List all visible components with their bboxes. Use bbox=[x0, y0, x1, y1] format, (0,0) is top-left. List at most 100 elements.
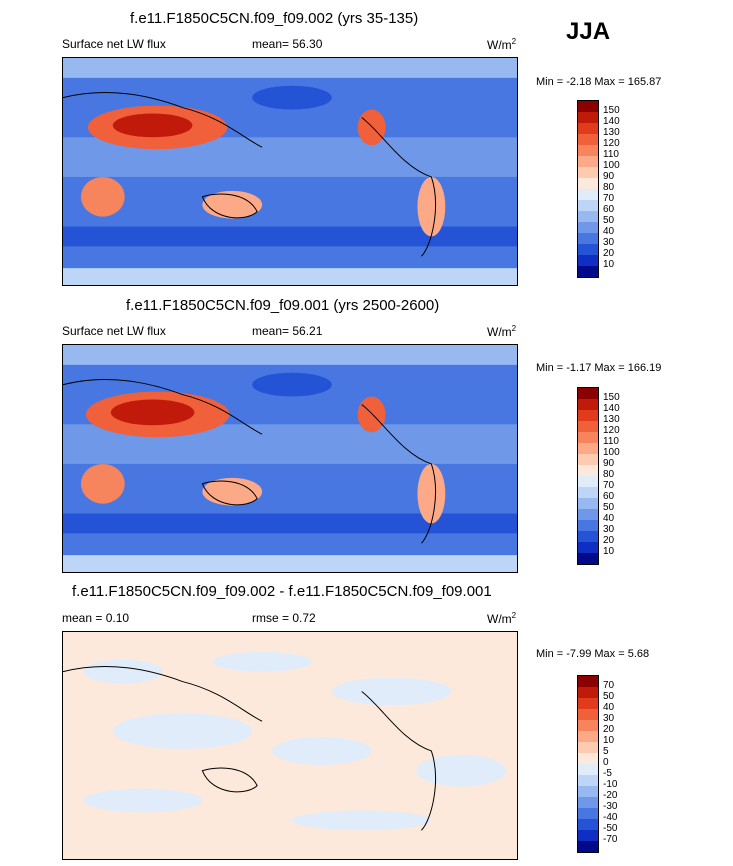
panel-3-units: W/m2 bbox=[487, 611, 517, 626]
colorbar-2-swatch bbox=[578, 542, 598, 553]
colorbar-1-label: 130 bbox=[603, 127, 620, 138]
colorbar-3-label: -30 bbox=[603, 801, 618, 812]
colorbar-1-swatch bbox=[578, 123, 598, 134]
panel-3-minmax: Min = -7.99 Max = 5.68 bbox=[536, 648, 650, 660]
colorbar-3-label: 20 bbox=[603, 724, 615, 735]
panel-1-variable: Surface net LW flux bbox=[62, 37, 166, 51]
colorbar-1-swatch bbox=[578, 211, 598, 222]
colorbar-2-label: 20 bbox=[603, 535, 615, 546]
colorbar-1-label: 40 bbox=[603, 226, 615, 237]
panel-1-title: f.e11.F1850C5CN.f09_f09.002 (yrs 35-135) bbox=[130, 10, 419, 27]
colorbar-2-swatch bbox=[578, 421, 598, 432]
colorbar-1-swatch bbox=[578, 255, 598, 266]
colorbar-1-label: 150 bbox=[603, 105, 620, 116]
colorbar-3-swatch bbox=[578, 841, 598, 852]
colorbar-2-label: 10 bbox=[603, 546, 615, 557]
colorbar-1-swatch bbox=[578, 178, 598, 189]
colorbar-2-swatch bbox=[578, 498, 598, 509]
panel-1-mean: mean= 56.30 bbox=[252, 37, 323, 51]
panel-2-map bbox=[62, 344, 518, 573]
colorbar-1-label: 50 bbox=[603, 215, 615, 226]
colorbar-2-swatch bbox=[578, 388, 598, 399]
colorbar-1-label: 20 bbox=[603, 248, 615, 259]
colorbar-1-swatch bbox=[578, 200, 598, 211]
colorbar-3-swatch bbox=[578, 830, 598, 841]
colorbar-3-swatch bbox=[578, 775, 598, 786]
colorbar-1-label: 110 bbox=[603, 149, 619, 160]
colorbar-3-swatch bbox=[578, 709, 598, 720]
colorbar-2-label: 40 bbox=[603, 513, 615, 524]
colorbar-3-swatch bbox=[578, 764, 598, 775]
colorbar-3-swatch bbox=[578, 731, 598, 742]
colorbar-1-label: 70 bbox=[603, 193, 615, 204]
panel-1-units: W/m2 bbox=[487, 37, 517, 52]
panel-1-map bbox=[62, 57, 518, 286]
colorbar-3-swatch bbox=[578, 797, 598, 808]
colorbar-2-swatch bbox=[578, 531, 598, 542]
colorbar-1-swatch bbox=[578, 156, 598, 167]
colorbar-2-swatch bbox=[578, 476, 598, 487]
colorbar-1-swatch bbox=[578, 244, 598, 255]
panel-2-colorbar: 150 140 130 120 110 100 90 80 70 60 50 40 30 20 10 bbox=[577, 387, 620, 565]
colorbar-3-label: 40 bbox=[603, 702, 615, 713]
colorbar-1-label: 80 bbox=[603, 182, 615, 193]
colorbar-1-label: 10 bbox=[603, 259, 615, 270]
colorbar-1-swatch bbox=[578, 134, 598, 145]
colorbar-3-swatch bbox=[578, 808, 598, 819]
colorbar-1-label: 60 bbox=[603, 204, 615, 215]
colorbar-2-swatch bbox=[578, 487, 598, 498]
colorbar-2-label: 100 bbox=[603, 447, 620, 458]
panel-3-mean: mean = 0.10 bbox=[62, 611, 130, 625]
colorbar-2-label: 150 bbox=[603, 392, 620, 403]
colorbar-3-swatch bbox=[578, 742, 598, 753]
colorbar-3-label: -10 bbox=[603, 779, 618, 790]
season-label: JJA bbox=[566, 18, 611, 45]
colorbar-2-label: 140 bbox=[603, 403, 620, 414]
colorbar-3-swatch bbox=[578, 819, 598, 830]
colorbar-1-swatch bbox=[578, 222, 598, 233]
colorbar-3-label: 30 bbox=[603, 713, 615, 724]
colorbar-3-label: -50 bbox=[603, 823, 618, 834]
colorbar-3-swatch bbox=[578, 687, 598, 698]
panel-1-colorbar: 150 140 130 120 110 100 90 80 70 60 50 40 30 20 10 bbox=[577, 100, 620, 278]
panel-2-mean: mean= 56.21 bbox=[252, 324, 323, 338]
colorbar-2-label: 50 bbox=[603, 502, 615, 513]
panel-3-rmse: rmse = 0.72 bbox=[252, 611, 316, 625]
panel-2-variable: Surface net LW flux bbox=[62, 324, 166, 338]
colorbar-2-label: 60 bbox=[603, 491, 615, 502]
colorbar-3-label: -70 bbox=[603, 834, 618, 845]
colorbar-3-label: -20 bbox=[603, 790, 618, 801]
colorbar-2-label: 30 bbox=[603, 524, 615, 535]
colorbar-1-swatch bbox=[578, 266, 598, 277]
colorbar-3-label: 50 bbox=[603, 691, 615, 702]
colorbar-2-swatch bbox=[578, 454, 598, 465]
panel-1-minmax: Min = -2.18 Max = 165.87 bbox=[536, 76, 662, 88]
colorbar-3-swatch bbox=[578, 720, 598, 731]
colorbar-1-swatch bbox=[578, 101, 598, 112]
colorbar-2-label: 130 bbox=[603, 414, 620, 425]
colorbar-3-label: -40 bbox=[603, 812, 618, 823]
colorbar-1-label: 90 bbox=[603, 171, 615, 182]
colorbar-1-swatch bbox=[578, 145, 598, 156]
colorbar-2-label: 80 bbox=[603, 469, 615, 480]
colorbar-2-swatch bbox=[578, 399, 598, 410]
panel-3-map bbox=[62, 631, 518, 860]
colorbar-3-swatch bbox=[578, 786, 598, 797]
colorbar-1-swatch bbox=[578, 233, 598, 244]
panel-2-units: W/m2 bbox=[487, 324, 517, 339]
colorbar-2-swatch bbox=[578, 432, 598, 443]
colorbar-3-swatch bbox=[578, 698, 598, 709]
colorbar-3-swatch bbox=[578, 753, 598, 764]
colorbar-2-swatch bbox=[578, 410, 598, 421]
colorbar-3-label: 70 bbox=[603, 680, 615, 691]
colorbar-2-label: 110 bbox=[603, 436, 619, 447]
panel-2-minmax: Min = -1.17 Max = 166.19 bbox=[536, 362, 662, 374]
colorbar-3-label: 10 bbox=[603, 735, 615, 746]
colorbar-2-swatch bbox=[578, 509, 598, 520]
colorbar-1-label: 100 bbox=[603, 160, 620, 171]
colorbar-2-swatch bbox=[578, 520, 598, 531]
colorbar-1-label: 120 bbox=[603, 138, 620, 149]
panel-2-title: f.e11.F1850C5CN.f09_f09.001 (yrs 2500-26… bbox=[126, 297, 440, 314]
colorbar-1-swatch bbox=[578, 112, 598, 123]
colorbar-2-label: 70 bbox=[603, 480, 615, 491]
